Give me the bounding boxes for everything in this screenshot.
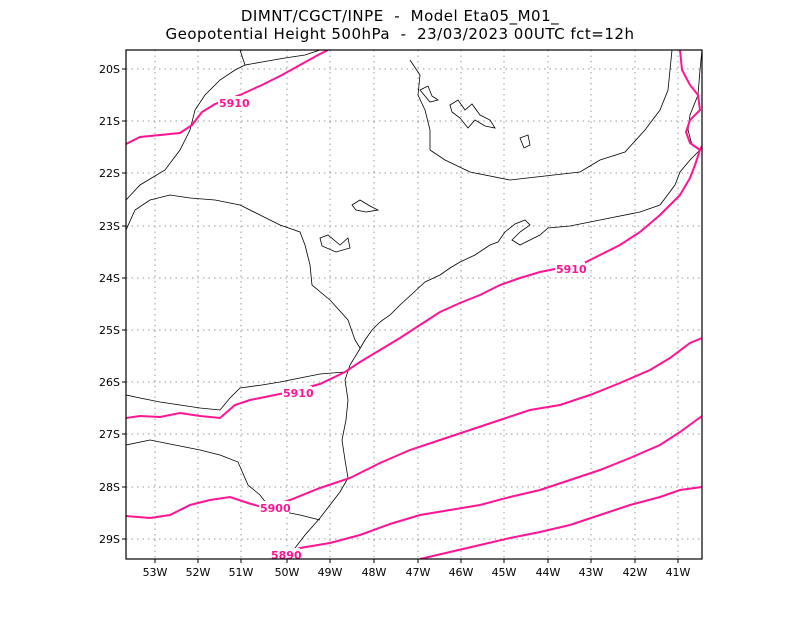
- lon-tick-label: 51W: [229, 566, 254, 579]
- contour-5890: [269, 415, 702, 559]
- map-title-line-2: Geopotential Height 500hPa - 23/03/2023 …: [165, 25, 635, 43]
- border-sp-rj: [429, 149, 601, 181]
- lat-tick-label: 20S: [99, 63, 120, 76]
- lat-tick-label: 27S: [99, 428, 120, 441]
- lon-tick-label: 48W: [362, 566, 387, 579]
- contour-label: 5890: [271, 549, 302, 562]
- axis-ticks: 20S 21S 22S 23S 24S 25S 26S 27S 28S 29S 53W 52W 51W 5…: [99, 63, 691, 579]
- contour-5910-c: [679, 50, 702, 151]
- contour-label: 5900: [260, 502, 291, 515]
- lon-tick-label: 43W: [579, 566, 604, 579]
- lat-tick-label: 24S: [99, 272, 120, 285]
- lon-tick-label: 44W: [536, 566, 561, 579]
- reservoir-1: [449, 99, 496, 129]
- lon-tick-label: 50W: [275, 566, 300, 579]
- border-mg-sp-inner: [126, 64, 246, 201]
- lon-tick-label: 46W: [449, 566, 474, 579]
- contour-5910-b: [126, 145, 702, 420]
- lon-tick-label: 49W: [318, 566, 343, 579]
- grid-lines: [126, 50, 702, 559]
- reservoir-5: [519, 134, 531, 149]
- coast-line: [284, 50, 702, 559]
- lat-tick-label: 21S: [99, 115, 120, 128]
- reservoir-2: [419, 85, 439, 103]
- lon-tick-label: 41W: [666, 566, 691, 579]
- lat-tick-label: 26S: [99, 376, 120, 389]
- contour-label: 5910: [556, 263, 587, 276]
- reservoir-3: [351, 199, 380, 213]
- state-border-sp-mg: [239, 50, 321, 66]
- contour-label: 5910: [283, 387, 314, 400]
- lon-tick-label: 52W: [186, 566, 211, 579]
- lon-tick-label: 47W: [406, 566, 431, 579]
- contour-label: 5910: [219, 97, 250, 110]
- height-contours: [126, 50, 702, 559]
- state-border-pr-sc: [126, 371, 346, 411]
- lat-tick-label: 23S: [99, 220, 120, 233]
- contour-5880: [419, 486, 702, 559]
- lon-tick-label: 45W: [492, 566, 517, 579]
- lat-tick-label: 29S: [99, 533, 120, 546]
- contour-5910-a: [126, 50, 329, 145]
- border-mg-rj: [599, 50, 673, 161]
- border-misc-north: [409, 59, 431, 150]
- lat-tick-label: 22S: [99, 167, 120, 180]
- lat-tick-label: 25S: [99, 324, 120, 337]
- lat-tick-label: 28S: [99, 481, 120, 494]
- lon-tick-label: 53W: [143, 566, 168, 579]
- coastline: [126, 50, 702, 559]
- contour-5900: [126, 337, 702, 520]
- lon-tick-label: 42W: [623, 566, 648, 579]
- map-frame: [125, 49, 703, 560]
- state-border-sp-pr: [126, 194, 361, 349]
- map-title-line-1: DIMNT/CGCT/INPE - Model Eta05_M01_: [240, 7, 560, 25]
- reservoir-4: [319, 234, 351, 253]
